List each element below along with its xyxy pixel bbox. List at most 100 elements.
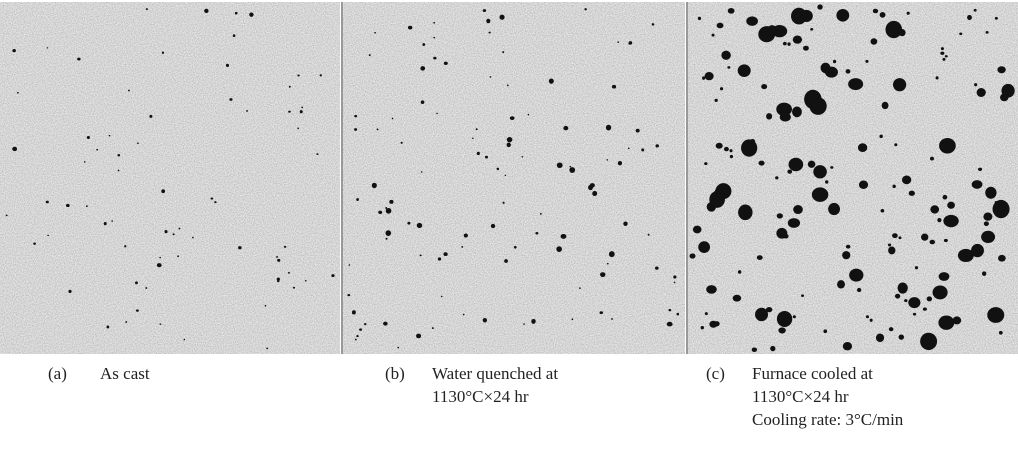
- precipitate: [521, 156, 524, 158]
- precipitate: [803, 45, 809, 51]
- precipitate: [225, 63, 230, 68]
- precipitate: [234, 11, 238, 15]
- precipitate: [938, 315, 955, 330]
- precipitate: [737, 64, 751, 77]
- precipitate: [461, 245, 464, 248]
- precipitate: [416, 222, 423, 228]
- precipitate: [433, 36, 436, 39]
- precipitate: [354, 338, 357, 341]
- precipitate: [723, 146, 729, 152]
- precipitate: [238, 246, 242, 250]
- precipitate: [689, 253, 696, 259]
- precipitate: [440, 295, 443, 298]
- precipitate: [475, 128, 478, 131]
- precipitate: [792, 35, 803, 44]
- panel-label: (b): [385, 364, 405, 383]
- precipitate: [368, 54, 371, 57]
- precipitate: [894, 143, 898, 147]
- precipitate: [5, 214, 8, 217]
- precipitate: [611, 318, 613, 320]
- precipitate: [509, 116, 515, 121]
- precipitate: [86, 136, 90, 139]
- precipitate: [304, 280, 307, 282]
- precipitate: [502, 51, 505, 54]
- precipitate: [926, 296, 933, 302]
- panel-grain: [343, 2, 685, 354]
- precipitate: [746, 16, 758, 26]
- caption-line: Furnace cooled at: [752, 364, 873, 383]
- precipitate: [698, 241, 711, 253]
- precipitate: [823, 329, 828, 334]
- precipitate: [527, 113, 530, 116]
- precipitate: [164, 229, 168, 234]
- precipitate: [942, 194, 948, 200]
- precipitate: [359, 328, 363, 331]
- precipitate: [383, 321, 388, 326]
- precipitate: [108, 134, 111, 137]
- precipitate: [758, 160, 765, 166]
- precipitate: [385, 237, 388, 240]
- precipitate: [531, 318, 536, 324]
- precipitate: [232, 34, 236, 38]
- micrographs: [0, 2, 1018, 354]
- precipitate: [276, 277, 280, 281]
- precipitate: [709, 320, 718, 328]
- precipitate: [870, 38, 878, 45]
- precipitate: [96, 148, 99, 151]
- precipitate: [787, 218, 801, 228]
- precipitate: [283, 245, 287, 248]
- precipitate: [647, 233, 650, 236]
- precipitate: [301, 106, 303, 109]
- precipitate: [992, 199, 1010, 219]
- precipitate: [627, 147, 630, 150]
- precipitate: [183, 338, 186, 341]
- precipitate: [920, 332, 938, 351]
- precipitate: [856, 287, 862, 293]
- precipitate: [888, 327, 894, 332]
- precipitate: [486, 18, 491, 24]
- precipitate: [947, 201, 955, 209]
- precipitate: [849, 268, 864, 282]
- precipitate: [721, 50, 731, 60]
- precipitate: [504, 259, 508, 263]
- precipitate: [628, 42, 631, 45]
- micrograph-panel: [341, 2, 685, 354]
- precipitate: [715, 142, 723, 149]
- precipitate: [879, 12, 886, 18]
- precipitate: [523, 323, 525, 325]
- precipitate: [584, 8, 587, 11]
- precipitate: [489, 76, 492, 78]
- precipitate: [771, 24, 788, 38]
- precipitate: [937, 218, 942, 223]
- precipitate: [548, 78, 554, 84]
- precipitate: [172, 233, 175, 236]
- precipitate: [842, 251, 851, 260]
- precipitate: [159, 256, 161, 259]
- precipitate: [921, 233, 929, 241]
- precipitate: [778, 327, 786, 334]
- precipitate: [348, 264, 351, 266]
- precipitate: [783, 233, 789, 239]
- precipitate: [673, 275, 677, 279]
- precipitate: [65, 203, 70, 208]
- precipitate: [472, 137, 474, 139]
- precipitate: [420, 100, 425, 104]
- precipitate: [502, 201, 505, 204]
- precipitate: [135, 281, 138, 285]
- precipitate: [944, 55, 948, 58]
- precipitate: [45, 200, 49, 204]
- precipitate: [792, 315, 796, 319]
- precipitate: [655, 144, 659, 148]
- precipitate: [47, 234, 50, 237]
- precipitate: [571, 318, 574, 321]
- precipitate: [824, 66, 838, 78]
- precipitate: [436, 112, 438, 115]
- precipitate: [901, 175, 912, 185]
- precipitate: [443, 252, 448, 257]
- precipitate: [385, 207, 388, 209]
- precipitate: [976, 88, 986, 97]
- precipitate: [908, 190, 915, 196]
- micrograph-panel: [0, 2, 340, 354]
- precipitate: [484, 155, 488, 159]
- precipitate: [85, 205, 88, 208]
